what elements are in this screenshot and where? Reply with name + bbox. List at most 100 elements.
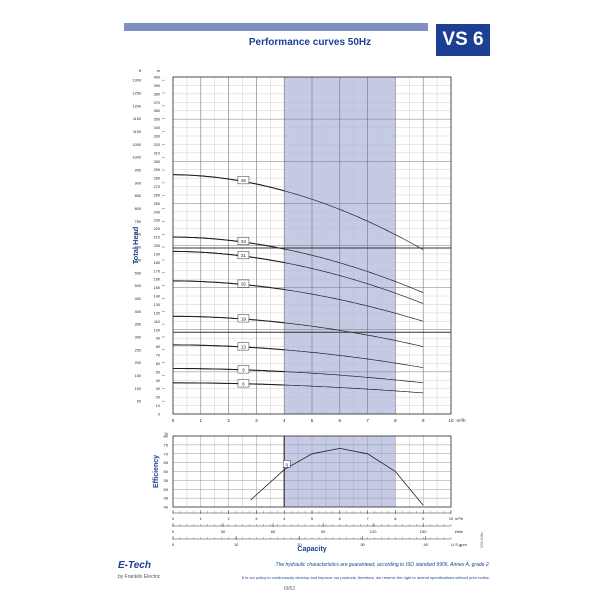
y-tick-label-m: 130 <box>154 303 160 307</box>
x-tick-label: 3 <box>255 418 258 423</box>
x-tick-label: 2 <box>227 418 230 423</box>
y-tick-label-ft: 1200 <box>133 104 141 108</box>
y-tick-label-m: 350 <box>154 118 160 122</box>
page-title: Performance curves 50Hz <box>248 37 372 48</box>
x-tick-label: 6 <box>339 418 342 423</box>
capacity-tick-label: 8 <box>394 516 397 521</box>
capacity-tick-label: 120 <box>370 529 377 534</box>
stage-label: 13 <box>241 344 247 349</box>
capacity-tick-label: 2 <box>227 516 230 521</box>
y-tick-label-m: 380 <box>154 92 160 96</box>
capacity-tick-label: 0 <box>172 516 175 521</box>
disclaimer-text: The hydraulic characteristics are guaran… <box>275 562 490 568</box>
x-tick-label: 5 <box>311 418 314 423</box>
eff-axis-title: Efficiency <box>153 455 160 488</box>
y-tick-label-m: 210 <box>154 236 160 240</box>
y-tick-label-m: 40 <box>156 379 160 383</box>
stage-label: 6 <box>242 381 245 386</box>
y-tick-label-ft: 1150 <box>133 117 141 121</box>
capacity-tick-label: 6 <box>339 516 342 521</box>
head-curve-bold <box>173 174 285 192</box>
y-tick-label-m: 60 <box>156 362 160 366</box>
y-tick-label-m: 50 <box>156 370 160 374</box>
y-tick-label-m: 390 <box>154 84 160 88</box>
y-tick-label-ft: 1300 <box>133 79 141 83</box>
head-chart: 0 1 2 3 4 5 6 7 8 9 10 m³/h010203040506070809010011… <box>131 68 466 423</box>
y-tick-label-ft: 500 <box>135 284 141 288</box>
eff-y-tick: 60 <box>164 469 169 474</box>
eff-y-tick: 80 <box>164 434 169 439</box>
y-tick-label-ft: 650 <box>135 246 141 250</box>
x-axis-title: Capacity <box>297 546 326 553</box>
x-tick-label: 7 <box>366 418 369 423</box>
y-tick-label-ft: 50 <box>137 400 141 404</box>
stage-label-box <box>237 176 250 185</box>
capacity-tick-label: 10 <box>234 542 239 547</box>
head-curve-bold <box>173 367 285 373</box>
page-number: III/62 <box>284 586 296 592</box>
capacity-tick-label: 10 <box>449 516 454 521</box>
y-tick-label-ft: 900 <box>135 181 141 185</box>
stage-label: 31 <box>241 253 247 258</box>
stage-label: 46 <box>241 178 247 183</box>
x-tick-label: 9 <box>422 418 425 423</box>
y-tick-label-m: 140 <box>154 295 160 299</box>
y-tick-label-m: 0 <box>158 413 160 417</box>
eff-y-tick: 50 <box>164 487 169 492</box>
y-tick-label-m: 340 <box>154 126 160 130</box>
eff-y-unit: % <box>164 431 168 436</box>
policy-text: It is our policy to continuously develop… <box>241 575 490 580</box>
x-tick-label: 8 <box>394 418 397 423</box>
efficiency-label: η <box>285 462 288 467</box>
capacity-tick-label: 5 <box>311 516 314 521</box>
head-curve-bold <box>173 382 285 386</box>
y-tick-label-m: 230 <box>154 219 160 223</box>
y-tick-label-m: 20 <box>156 396 160 400</box>
capacity-tick-label: 0 <box>172 542 175 547</box>
capacity-tick-label: 0 <box>172 529 175 534</box>
capacity-unit: l/min <box>455 529 463 534</box>
stage-label: 26 <box>241 282 247 287</box>
y-tick-label-m: 240 <box>154 210 160 214</box>
head-curve-bold <box>173 344 285 351</box>
y-tick-label-m: 110 <box>154 320 160 324</box>
eff-y-tick: 70 <box>164 451 169 456</box>
y-tick-label-m: 170 <box>154 269 160 273</box>
x-tick-label: 1 <box>200 418 203 423</box>
stage-label-box <box>237 342 250 351</box>
y-tick-label-m: 80 <box>156 345 160 349</box>
stage-label: 9 <box>242 367 245 372</box>
y-tick-label-ft: 550 <box>135 271 141 275</box>
y-tick-label-ft: 250 <box>135 348 141 352</box>
y-tick-label-m: 200 <box>154 244 160 248</box>
y-tick-label-m: 330 <box>154 134 160 138</box>
stage-label-box <box>237 365 250 374</box>
y-tick-label-m: 220 <box>154 227 160 231</box>
stage-label: 34 <box>241 239 247 244</box>
eff-frame <box>172 435 452 508</box>
y-tick-label-ft: 1050 <box>133 143 141 147</box>
x-tick-label: 4 <box>283 418 286 423</box>
y-tick-label-ft: 100 <box>135 387 141 391</box>
head-curve-bold <box>173 250 285 264</box>
stage-label: 19 <box>241 316 247 321</box>
y-tick-label-m: 320 <box>154 143 160 147</box>
capacity-tick-label: 3 <box>255 516 258 521</box>
stage-label-box <box>237 279 250 288</box>
head-curve-bold <box>173 280 285 291</box>
y-unit-right: ft <box>139 68 142 73</box>
y-tick-label-ft: 600 <box>135 258 141 262</box>
stage-label-box <box>237 314 250 323</box>
capacity-tick-label: 20 <box>297 542 302 547</box>
eff-y-tick: 40 <box>164 505 169 510</box>
y-tick-label-m: 70 <box>156 354 160 358</box>
capacity-tick-label: 90 <box>321 529 326 534</box>
y-tick-label-m: 30 <box>156 387 160 391</box>
y-tick-label-m: 360 <box>154 109 160 113</box>
y-tick-label-m: 190 <box>154 252 160 256</box>
y-tick-label-m: 270 <box>154 185 160 189</box>
x-tick-label: 0 <box>172 418 175 423</box>
eff-y-tick: 75 <box>164 442 169 447</box>
y-tick-label-ft: 150 <box>135 374 141 378</box>
